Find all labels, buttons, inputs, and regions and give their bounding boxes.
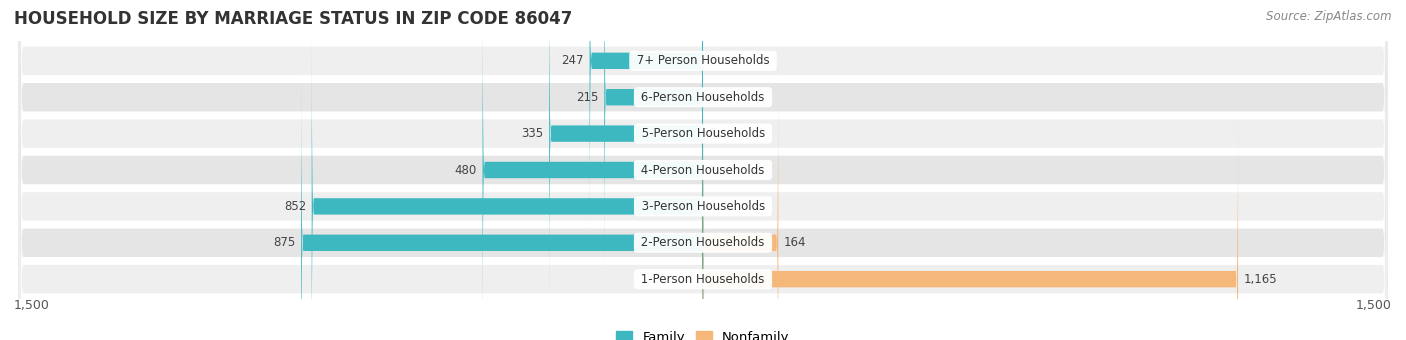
Text: 0: 0: [709, 91, 716, 104]
Text: 2-Person Households: 2-Person Households: [637, 236, 769, 249]
Text: 0: 0: [709, 200, 716, 213]
FancyBboxPatch shape: [18, 0, 1388, 340]
Text: 480: 480: [454, 164, 477, 176]
FancyBboxPatch shape: [605, 0, 703, 271]
Text: 3-Person Households: 3-Person Households: [637, 200, 769, 213]
FancyBboxPatch shape: [18, 0, 1388, 340]
FancyBboxPatch shape: [482, 0, 703, 340]
Text: 0: 0: [709, 54, 716, 67]
Text: 875: 875: [273, 236, 295, 249]
FancyBboxPatch shape: [18, 0, 1388, 340]
FancyBboxPatch shape: [703, 69, 779, 340]
Text: 4-Person Households: 4-Person Households: [637, 164, 769, 176]
Text: 852: 852: [284, 200, 307, 213]
Legend: Family, Nonfamily: Family, Nonfamily: [612, 326, 794, 340]
FancyBboxPatch shape: [312, 33, 703, 340]
Text: Source: ZipAtlas.com: Source: ZipAtlas.com: [1267, 10, 1392, 23]
Text: 5-Person Households: 5-Person Households: [637, 127, 769, 140]
FancyBboxPatch shape: [550, 0, 703, 307]
FancyBboxPatch shape: [18, 0, 1388, 340]
Text: 164: 164: [783, 236, 806, 249]
Text: 247: 247: [561, 54, 583, 67]
Text: 1,500: 1,500: [1355, 299, 1392, 312]
Text: 335: 335: [522, 127, 544, 140]
Text: 215: 215: [576, 91, 599, 104]
FancyBboxPatch shape: [589, 0, 703, 235]
Text: 6-Person Households: 6-Person Households: [637, 91, 769, 104]
FancyBboxPatch shape: [703, 105, 1239, 340]
Text: 1-Person Households: 1-Person Households: [637, 273, 769, 286]
FancyBboxPatch shape: [18, 0, 1388, 340]
Text: 0: 0: [709, 127, 716, 140]
Text: 1,500: 1,500: [14, 299, 51, 312]
Text: 1,165: 1,165: [1243, 273, 1277, 286]
FancyBboxPatch shape: [18, 0, 1388, 340]
FancyBboxPatch shape: [18, 0, 1388, 340]
FancyBboxPatch shape: [301, 69, 703, 340]
Text: 7+ Person Households: 7+ Person Households: [633, 54, 773, 67]
Text: 0: 0: [709, 164, 716, 176]
Text: HOUSEHOLD SIZE BY MARRIAGE STATUS IN ZIP CODE 86047: HOUSEHOLD SIZE BY MARRIAGE STATUS IN ZIP…: [14, 10, 572, 28]
